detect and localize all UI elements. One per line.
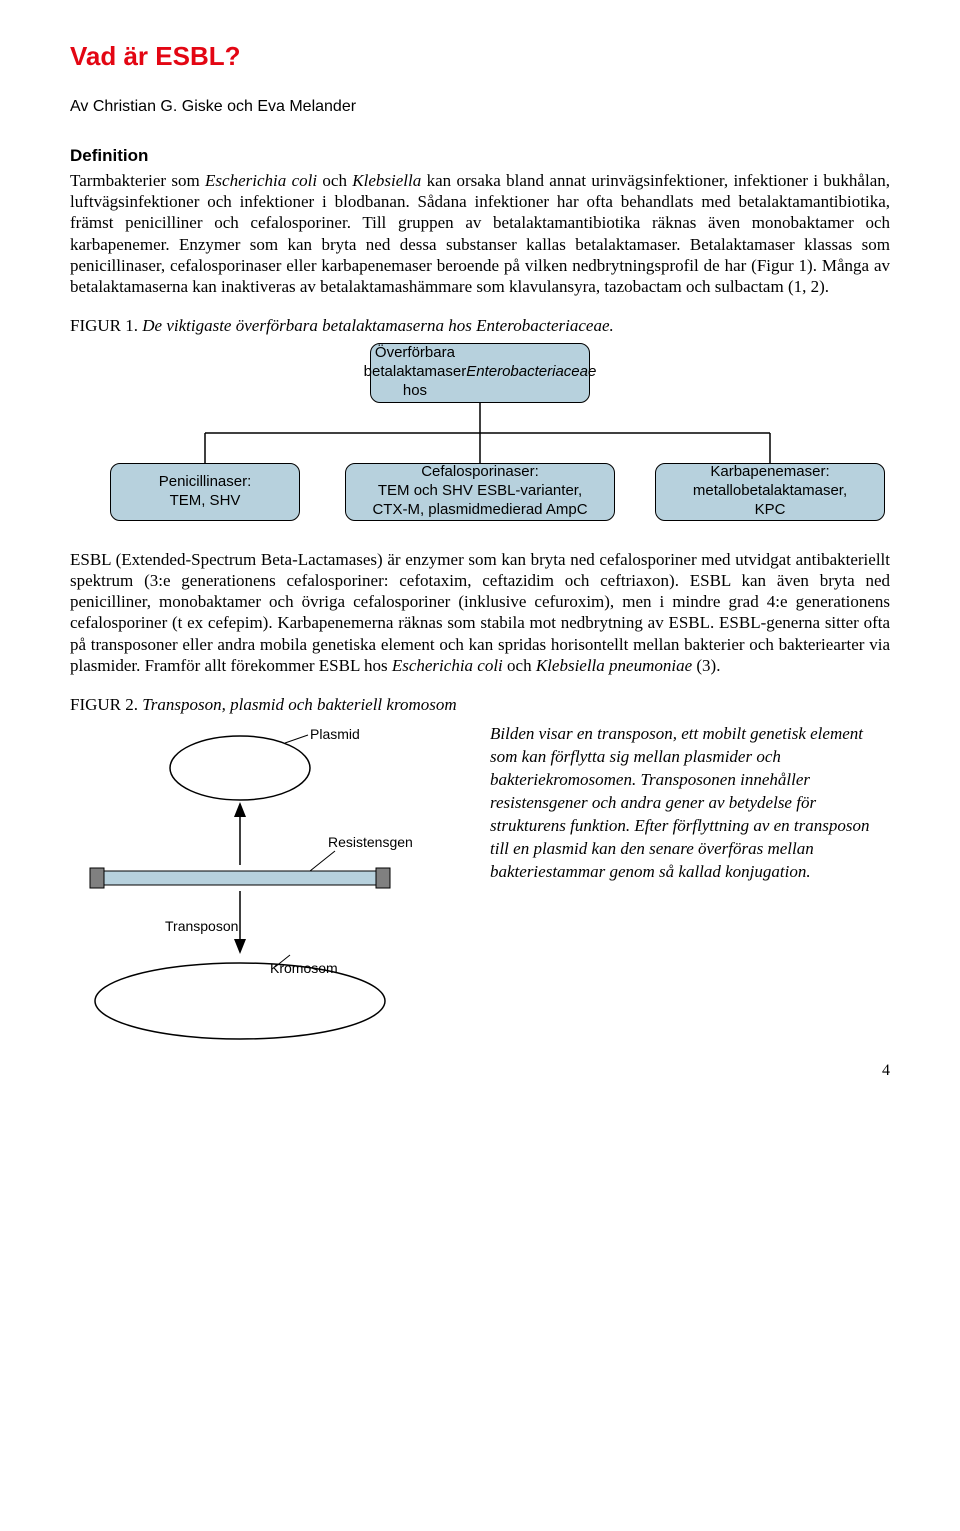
- figure1-diagram: Överförbarabetalaktamaser hosEnterobacte…: [70, 343, 890, 533]
- figure1-caption-text: De viktigaste överförbara betalaktamaser…: [142, 316, 613, 335]
- figure1-caption: FIGUR 1. De viktigaste överförbara betal…: [70, 315, 890, 336]
- svg-text:Plasmid: Plasmid: [310, 726, 360, 742]
- fig1-child-node-1: Cefalosporinaser:TEM och SHV ESBL-varian…: [345, 463, 615, 521]
- figure2-wrap: Plasmid Resistensgen Transposon Kromosom Bi…: [70, 723, 890, 1048]
- figure1-label: FIGUR 1.: [70, 316, 142, 335]
- fig1-child-node-2: Karbapenemaser:metallobetalaktamaser,KPC: [655, 463, 885, 521]
- svg-text:Kromosom: Kromosom: [270, 960, 338, 976]
- svg-text:Resistensgen: Resistensgen: [328, 834, 413, 850]
- byline: Av Christian G. Giske och Eva Melander: [70, 97, 890, 117]
- figure2-caption: FIGUR 2. Transposon, plasmid och bakteri…: [70, 694, 890, 715]
- figure2-diagram: Plasmid Resistensgen Transposon Kromosom: [70, 723, 450, 1048]
- figure2-sidetext: Bilden visar en transposon, ett mobilt g…: [490, 723, 890, 884]
- fig1-child-node-0: Penicillinaser:TEM, SHV: [110, 463, 300, 521]
- page-title: Vad är ESBL?: [70, 40, 890, 73]
- svg-text:Transposon: Transposon: [165, 918, 238, 934]
- heading-definition: Definition: [70, 145, 890, 166]
- figure2-svg: Plasmid Resistensgen Transposon Kromosom: [70, 723, 450, 1043]
- figure2-caption-text: Transposon, plasmid och bakteriell kromo…: [142, 695, 456, 714]
- paragraph-esbl: ESBL (Extended-Spectrum Beta-Lactamases)…: [70, 549, 890, 677]
- page-number: 4: [70, 1061, 890, 1081]
- figure2-label: FIGUR 2.: [70, 695, 142, 714]
- fig1-root-node: Överförbarabetalaktamaser hosEnterobacte…: [370, 343, 590, 403]
- paragraph-definition: Tarmbakterier som Escherichia coli och K…: [70, 170, 890, 298]
